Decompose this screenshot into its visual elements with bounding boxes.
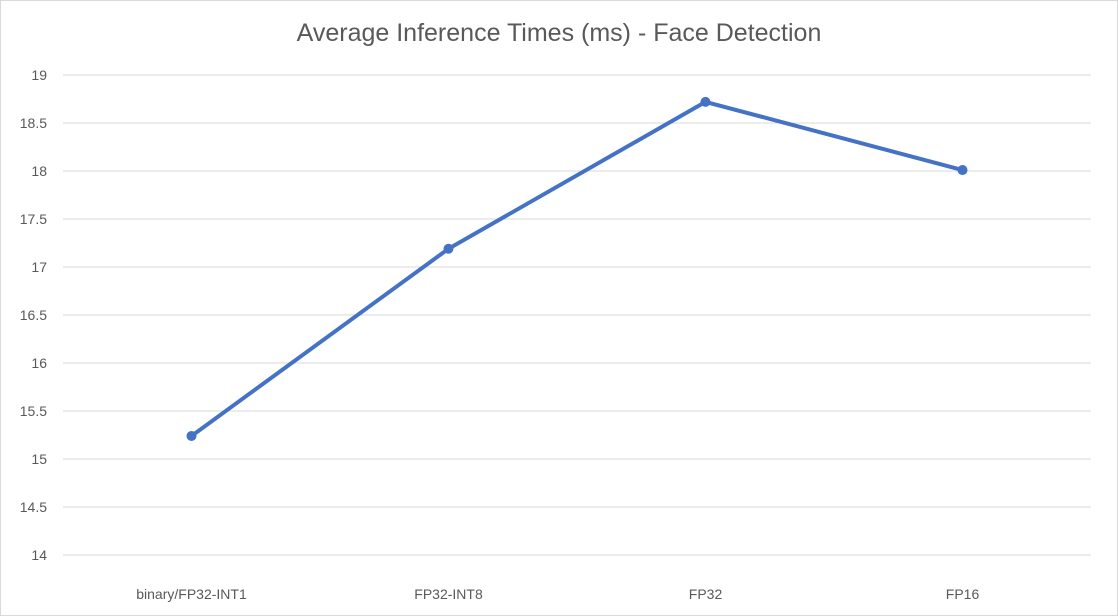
y-tick-label: 17.5	[20, 211, 47, 227]
y-axis-tick-labels: 14 14.5 15 15.5 16 16.5 17 17.5 18 18.5 19	[20, 67, 47, 563]
y-tick-label: 18.5	[20, 115, 47, 131]
x-tick-label: binary/FP32-INT1	[136, 586, 247, 602]
y-tick-label: 16	[31, 355, 47, 371]
y-tick-label: 16.5	[20, 307, 47, 323]
data-point-FP32-INT8	[443, 243, 454, 254]
data-point-FP16	[957, 165, 968, 176]
chart-title: Average Inference Times (ms) - Face Dete…	[296, 19, 822, 47]
y-tick-label: 15.5	[20, 403, 47, 419]
y-tick-label: 14.5	[20, 499, 47, 515]
gridlines	[63, 74, 1091, 556]
y-tick-label: 14	[31, 547, 47, 563]
y-tick-label: 18	[31, 163, 47, 179]
x-tick-label: FP32	[689, 586, 723, 602]
data-point-binary/FP32-INT1	[186, 430, 197, 441]
series-line	[189, 99, 965, 438]
y-tick-label: 17	[31, 259, 47, 275]
series-layer	[186, 96, 968, 441]
y-tick-label: 19	[31, 67, 47, 83]
y-tick-label: 15	[31, 451, 47, 467]
x-axis-tick-labels: binary/FP32-INT1 FP32-INT8 FP32 FP16	[136, 586, 979, 602]
data-point-FP32	[700, 96, 711, 107]
x-tick-label: FP16	[946, 586, 980, 602]
x-tick-label: FP32-INT8	[414, 586, 483, 602]
